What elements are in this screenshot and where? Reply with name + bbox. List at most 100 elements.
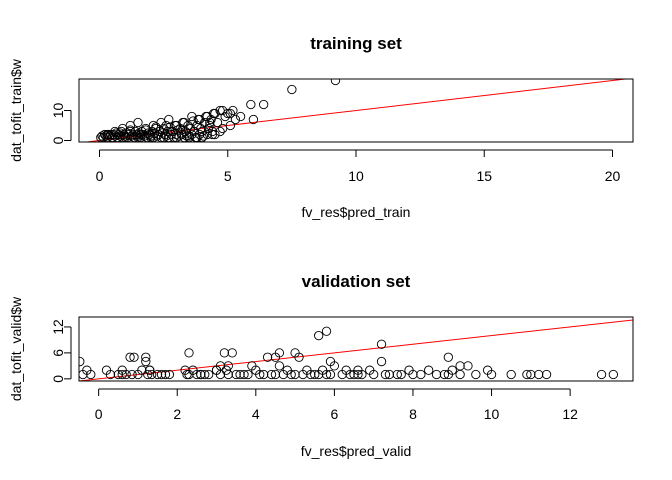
data-point xyxy=(127,369,137,380)
data-point xyxy=(215,126,225,137)
data-point xyxy=(129,352,139,362)
data-point xyxy=(79,356,85,367)
data-point xyxy=(212,117,223,128)
data-point xyxy=(259,369,269,380)
data-point xyxy=(223,361,233,371)
data-point xyxy=(141,356,151,367)
data-point xyxy=(220,111,230,122)
data-point xyxy=(447,365,457,375)
data-point xyxy=(115,128,125,138)
data-point xyxy=(161,120,171,131)
data-point xyxy=(290,348,300,358)
x-axis-label: fv_res$pred_train xyxy=(302,204,411,220)
data-point xyxy=(247,361,257,371)
training-set-panel: training set 0 5 10 15 20 0 10 fv_res$pred_train… xyxy=(8,34,634,220)
data-point xyxy=(471,369,481,380)
data-point xyxy=(314,330,324,341)
data-point xyxy=(196,369,206,380)
data-point xyxy=(117,369,127,380)
x-axis-label: fv_res$pred_valid xyxy=(301,443,412,459)
data-point xyxy=(152,369,163,380)
x-tick-label: 10 xyxy=(484,406,500,422)
data-point xyxy=(384,369,395,380)
data-point xyxy=(321,326,332,336)
y-tick-label: 0 xyxy=(50,375,66,383)
data-point xyxy=(235,369,245,380)
data-points xyxy=(79,326,619,380)
x-tick-label: 4 xyxy=(252,406,260,422)
data-point xyxy=(290,369,300,380)
data-point xyxy=(152,131,162,141)
data-point xyxy=(424,365,434,375)
data-point xyxy=(230,114,241,125)
data-point xyxy=(223,108,233,119)
x-tick-label: 8 xyxy=(409,406,417,422)
data-point xyxy=(151,122,161,132)
data-point xyxy=(270,369,281,380)
y-tick-label: 6 xyxy=(50,349,66,357)
data-point xyxy=(392,369,402,380)
data-point xyxy=(176,128,187,138)
plot-frame xyxy=(78,316,634,382)
data-point xyxy=(416,369,426,380)
data-point xyxy=(133,117,143,128)
data-point xyxy=(198,131,209,141)
data-point xyxy=(235,111,246,122)
data-point xyxy=(125,125,135,135)
y-axis: 0 6 12 xyxy=(50,319,72,383)
x-tick-label: 2 xyxy=(173,406,181,422)
data-point xyxy=(541,369,552,380)
x-tick-label: 5 xyxy=(224,168,232,184)
data-point xyxy=(121,369,131,380)
data-point xyxy=(287,84,297,95)
data-point xyxy=(215,361,226,371)
data-point xyxy=(321,369,332,380)
data-point xyxy=(270,352,281,362)
data-point xyxy=(325,369,336,380)
data-point xyxy=(310,369,320,380)
x-tick-label: 12 xyxy=(562,406,578,422)
data-point xyxy=(608,369,619,380)
data-point xyxy=(101,131,111,141)
data-point xyxy=(182,131,192,141)
data-point xyxy=(306,369,316,380)
data-point xyxy=(506,369,516,380)
data-point xyxy=(156,369,167,380)
data-point xyxy=(455,369,465,380)
data-point xyxy=(330,79,341,86)
data-point xyxy=(239,369,249,380)
data-point xyxy=(439,369,450,380)
y-tick-label: 0 xyxy=(50,136,66,144)
data-point xyxy=(97,131,107,141)
data-point xyxy=(376,356,387,367)
data-point xyxy=(325,356,336,367)
data-point xyxy=(534,369,544,380)
data-point xyxy=(225,108,235,119)
x-tick-label: 6 xyxy=(330,406,338,422)
x-tick-label: 15 xyxy=(476,168,492,184)
data-point xyxy=(161,131,171,141)
data-point xyxy=(189,126,200,137)
data-points xyxy=(96,79,341,142)
data-point xyxy=(243,369,253,380)
x-tick-label: 0 xyxy=(96,168,104,184)
data-point xyxy=(408,369,418,380)
data-point xyxy=(135,129,146,140)
y-axis-label: dat_tofit_train$w xyxy=(8,58,24,162)
data-point xyxy=(274,361,285,371)
data-point xyxy=(380,369,391,380)
data-point xyxy=(455,361,465,371)
x-axis: 0 5 10 15 20 xyxy=(96,149,620,184)
data-point xyxy=(266,369,277,380)
y-tick-label: 12 xyxy=(50,319,66,335)
data-point xyxy=(463,361,473,371)
data-point xyxy=(255,369,265,380)
data-point xyxy=(443,352,453,362)
x-axis: 0 2 4 6 8 10 12 xyxy=(95,388,578,422)
data-point xyxy=(231,369,241,380)
data-point xyxy=(369,369,379,380)
data-point xyxy=(164,114,174,125)
data-point xyxy=(286,369,296,380)
data-point xyxy=(105,369,116,380)
